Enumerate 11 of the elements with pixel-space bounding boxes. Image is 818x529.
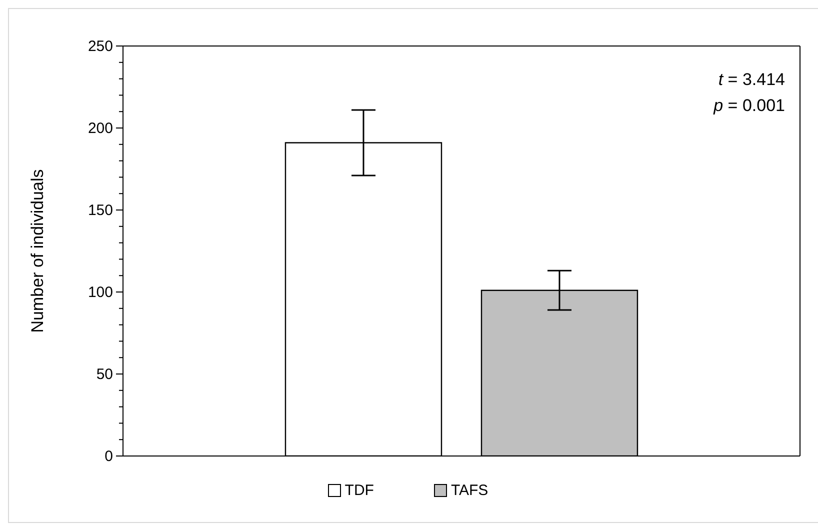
y-tick-label: 250 [88,38,113,55]
annotation: t = 3.414 [718,70,785,89]
annotation: p = 0.001 [714,96,785,115]
y-tick-label: 0 [104,448,113,465]
legend-label: TAFS [450,482,488,499]
y-axis-title: Number of individuals [28,169,48,333]
y-tick-label: 150 [88,202,113,219]
y-tick-label: 100 [88,284,113,301]
y-tick-label: 200 [88,120,113,137]
legend-label: TDF [344,482,374,499]
y-tick-label: 50 [96,366,113,383]
